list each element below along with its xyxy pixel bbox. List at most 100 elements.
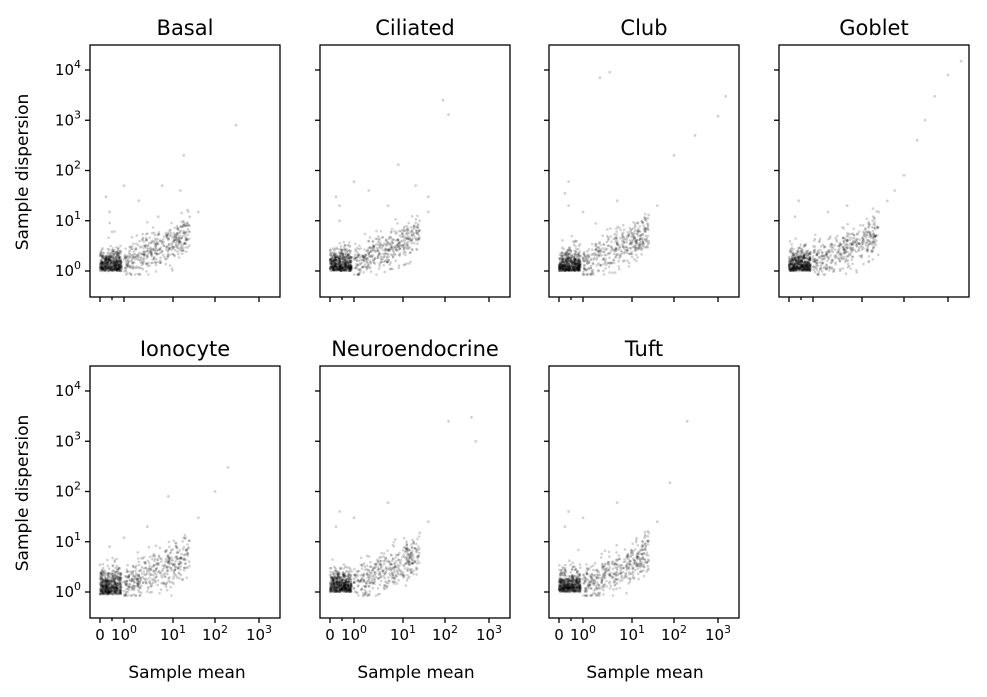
scatter-point [804, 268, 808, 271]
scatter-point [110, 249, 114, 252]
scatter-point [348, 267, 351, 270]
scatter-point [102, 266, 106, 270]
scatter-point [106, 264, 110, 267]
scatter-point [798, 268, 801, 271]
scatter-point [346, 244, 349, 247]
scatter-point [183, 223, 186, 226]
scatter-point [568, 269, 571, 272]
scatter-point [137, 569, 141, 573]
scatter-point [557, 266, 561, 270]
scatter-point [162, 566, 166, 570]
scatter-point [164, 585, 168, 589]
scatter-point [107, 266, 110, 269]
scatter-point [104, 582, 108, 585]
scatter-point [578, 268, 581, 272]
scatter-point [842, 240, 845, 243]
scatter-point [561, 258, 564, 262]
scatter-point [873, 220, 877, 224]
scatter-point [338, 265, 342, 269]
scatter-point [636, 227, 640, 231]
scatter-point [790, 269, 793, 273]
scatter-point [797, 246, 800, 250]
scatter-point [803, 265, 807, 269]
scatter-point [560, 268, 564, 272]
scatter-point [867, 255, 871, 258]
scatter-point [158, 239, 162, 242]
scatter-point [113, 268, 116, 272]
scatter-point [154, 243, 158, 246]
scatter-point [582, 259, 585, 262]
scatter-point [830, 249, 833, 252]
scatter-point [120, 269, 123, 272]
scatter-point [792, 269, 795, 272]
scatter-point [99, 582, 103, 586]
scatter-point [412, 556, 415, 559]
scatter-point [126, 261, 130, 265]
scatter-point [848, 264, 851, 268]
scatter-point [107, 259, 111, 263]
scatter-point [330, 580, 333, 584]
scatter-point [857, 249, 860, 252]
scatter-point [171, 269, 174, 272]
scatter-point [119, 260, 123, 263]
scatter-point [342, 262, 345, 265]
scatter-point [399, 244, 402, 247]
scatter-point [123, 574, 127, 578]
scatter-point [573, 261, 576, 264]
scatter-point [342, 585, 346, 589]
scatter-point [104, 266, 108, 269]
scatter-point [643, 246, 646, 249]
scatter-point [344, 263, 347, 267]
scatter-point [132, 574, 136, 578]
scatter-point [340, 267, 344, 271]
scatter-point [347, 261, 350, 265]
y-tick-label: 104 [55, 58, 81, 79]
scatter-point [109, 586, 112, 590]
scatter-point [571, 262, 575, 265]
scatter-point [110, 586, 113, 589]
scatter-point [822, 273, 825, 276]
scatter-point [606, 228, 609, 231]
scatter-point [348, 580, 352, 584]
scatter-point [793, 262, 796, 266]
scatter-point [846, 246, 849, 250]
scatter-point [577, 267, 581, 270]
scatter-point [633, 257, 636, 261]
scatter-point [101, 591, 104, 594]
scatter-point [116, 592, 120, 596]
scatter-point [642, 241, 645, 244]
scatter-point [606, 239, 610, 242]
scatter-point [367, 593, 371, 596]
scatter-point [117, 266, 121, 270]
scatter-point [563, 266, 567, 270]
scatter-point [788, 257, 791, 260]
scatter-point [157, 231, 161, 234]
scatter-point [109, 256, 113, 260]
scatter-point [172, 539, 176, 542]
scatter-point [167, 559, 171, 563]
scatter-point [633, 228, 637, 232]
scatter-point [183, 242, 186, 245]
scatter-point [836, 250, 840, 253]
scatter-point [111, 266, 115, 270]
scatter-point [334, 255, 337, 258]
scatter-point [160, 574, 163, 577]
scatter-point [124, 256, 127, 259]
scatter-point [110, 255, 113, 258]
scatter-point [815, 261, 819, 265]
scatter-point [802, 263, 805, 267]
scatter-point [644, 229, 647, 233]
scatter-point [127, 576, 130, 580]
scatter-point [103, 589, 106, 592]
scatter-point [101, 574, 104, 577]
scatter-point [364, 581, 368, 585]
scatter-point [116, 581, 120, 585]
scatter-point [117, 269, 121, 272]
scatter-point [855, 239, 858, 242]
scatter-point [369, 250, 372, 254]
scatter-point [135, 266, 138, 270]
scatter-point [164, 557, 168, 561]
scatter-point [844, 248, 847, 252]
scatter-point [558, 263, 561, 266]
